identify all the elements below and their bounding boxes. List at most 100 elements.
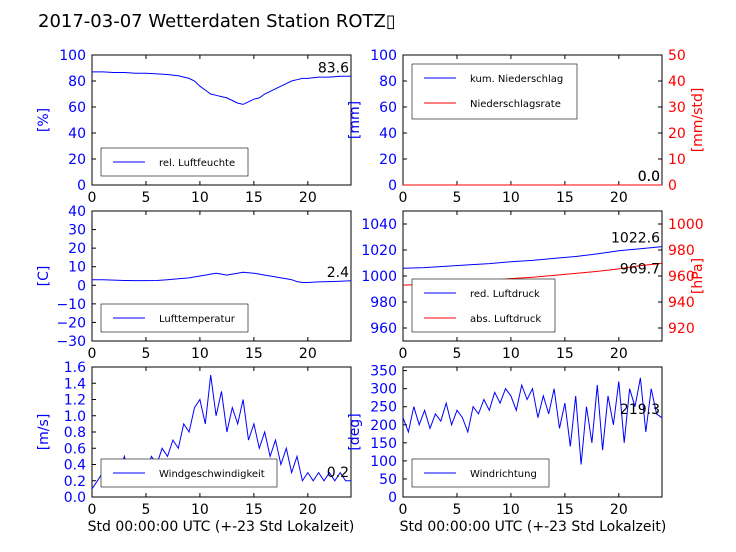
legend-label: kum. Niederschlag	[470, 74, 563, 85]
y-tick-label: 40	[68, 204, 86, 220]
y-tick-label-right: 920	[668, 321, 695, 337]
y-tick-label: 250	[370, 400, 397, 416]
x-tick-label: 10	[191, 502, 209, 518]
y-tick-label: 0.4	[64, 458, 86, 474]
y-tick-label: 20	[379, 152, 397, 168]
y-tick-label: 0.2	[64, 474, 86, 490]
x-tick-label: 20	[610, 346, 628, 362]
x-tick-label: 0	[88, 190, 97, 206]
y-tick-label-right: 30	[668, 100, 686, 116]
x-tick-label: 20	[610, 190, 628, 206]
y-tick-label: 1000	[361, 269, 397, 285]
y-tick-label: 100	[370, 454, 397, 470]
legend-label: Windrichtung	[470, 469, 537, 480]
series-line-0	[402, 377, 663, 465]
y-axis-label: [m/s]	[36, 414, 52, 451]
x-tick-label: 0	[88, 346, 97, 362]
y-tick-label: 1.6	[64, 360, 86, 376]
last-value-label: 1022.6	[611, 231, 660, 247]
x-tick-label: 10	[502, 346, 520, 362]
y-tick-label-right: 50	[668, 48, 686, 64]
x-tick-label: 20	[299, 190, 317, 206]
x-tick-label: 10	[191, 346, 209, 362]
y-tick-label-right: 940	[668, 295, 695, 311]
y-tick-label: 10	[68, 260, 86, 276]
series-line-0	[92, 271, 352, 283]
legend-label: rel. Luftfeuchte	[159, 158, 235, 169]
y-tick-label-right: 10	[668, 152, 686, 168]
y-tick-label: 1.2	[64, 393, 86, 409]
page-title: 2017-03-07 Wetterdaten Station ROTZ▯	[38, 11, 396, 32]
y-tick-label: 100	[370, 48, 397, 64]
legend-label: Lufttemperatur	[159, 314, 236, 325]
y-tick-label: 80	[68, 74, 86, 90]
x-tick-label: 15	[245, 502, 263, 518]
y-axis-label: [deg]	[347, 413, 363, 450]
x-axis-label-left: Std 00:00:00 UTC (+-23 Std Lokalzeit)	[88, 519, 355, 535]
y-axis-label-right: [mm/std]	[690, 88, 706, 153]
last-value-label: 0.2	[327, 465, 349, 481]
y-axis-label: [C]	[36, 266, 52, 287]
x-tick-label: 0	[399, 190, 408, 206]
chart-wind_dir: 0 5 10 15 20050100150200250300350[deg]Windri…	[347, 364, 663, 518]
x-tick-label: 10	[502, 190, 520, 206]
chart-pressure: 0 5 10 15 20 960 980 1000 1020 1040 920 940 960 980 10…	[361, 210, 706, 362]
y-tick-label: −30	[56, 334, 86, 350]
x-tick-label: 5	[452, 190, 461, 206]
y-tick-label-right: 0	[668, 178, 677, 194]
y-tick-label: 50	[379, 472, 397, 488]
last-value-label: 969.7	[620, 261, 660, 277]
y-tick-label: 80	[379, 74, 397, 90]
y-tick-label: 0	[77, 178, 86, 194]
y-tick-label: 60	[68, 100, 86, 116]
y-tick-label: 40	[379, 126, 397, 142]
y-tick-label: 300	[370, 382, 397, 398]
last-value-label: 2.4	[327, 265, 349, 281]
x-tick-label: 15	[556, 190, 574, 206]
y-tick-label: −10	[56, 297, 86, 313]
legend-label: Niederschlagsrate	[470, 99, 561, 110]
y-tick-label: 0.8	[64, 425, 86, 441]
last-value-label: 83.6	[318, 60, 349, 76]
x-tick-label: 0	[399, 346, 408, 362]
y-tick-label: 960	[370, 321, 397, 337]
legend-label: Windgeschwindigkeit	[159, 469, 265, 480]
y-tick-label: 0	[77, 278, 86, 294]
x-tick-label: 15	[556, 346, 574, 362]
y-tick-label: 20	[68, 241, 86, 257]
chart-precip: 0 5 10 15 20 0 20 40 60 80 100 0 10 20 30 40 50 [mm] [mm/s…	[347, 48, 706, 206]
chart-humidity: 0 5 10 15 20 0 20 40 60 80 100 [%] rel. Luftfeuchte 8…	[36, 48, 352, 206]
x-tick-label: 15	[245, 190, 263, 206]
y-tick-label: 100	[59, 48, 86, 64]
y-axis-label: [%]	[36, 108, 52, 132]
y-tick-label: 1.4	[64, 376, 86, 392]
last-value-label: 219.3	[620, 402, 660, 418]
y-tick-label-right: 980	[668, 243, 695, 259]
legend-box	[411, 63, 578, 120]
y-tick-label: 1.0	[64, 409, 86, 425]
legend-box	[411, 278, 556, 333]
x-tick-label: 5	[141, 346, 150, 362]
y-tick-label: 0.0	[64, 490, 86, 506]
y-tick-label: 0.6	[64, 441, 86, 457]
x-tick-label: 0	[88, 502, 97, 518]
chart-wind_speed: 0 5 10 15 200.00.20.40.60.81.01.21.41.6[m/s]…	[36, 360, 352, 518]
y-tick-label-right: 960	[668, 269, 695, 285]
x-tick-label: 20	[610, 502, 628, 518]
y-tick-label: 30	[68, 223, 86, 239]
x-tick-label: 15	[556, 502, 574, 518]
chart-temperature: 0 5 10 15 20 −30 −20 −10 0 10 20 30 40 [C] Lufttempera…	[36, 204, 352, 362]
y-tick-label: 1040	[361, 217, 397, 233]
x-tick-label: 5	[141, 502, 150, 518]
y-tick-label: 60	[379, 100, 397, 116]
y-tick-label: 350	[370, 364, 397, 380]
x-tick-label: 5	[452, 346, 461, 362]
legend-label: red. Luftdruck	[470, 289, 540, 300]
x-tick-label: 5	[452, 502, 461, 518]
y-axis-label-right: [hPa]	[690, 258, 706, 294]
y-tick-label: 0	[388, 490, 397, 506]
y-tick-label-right: 1000	[668, 217, 704, 233]
last-value-label: 0.0	[638, 169, 660, 185]
